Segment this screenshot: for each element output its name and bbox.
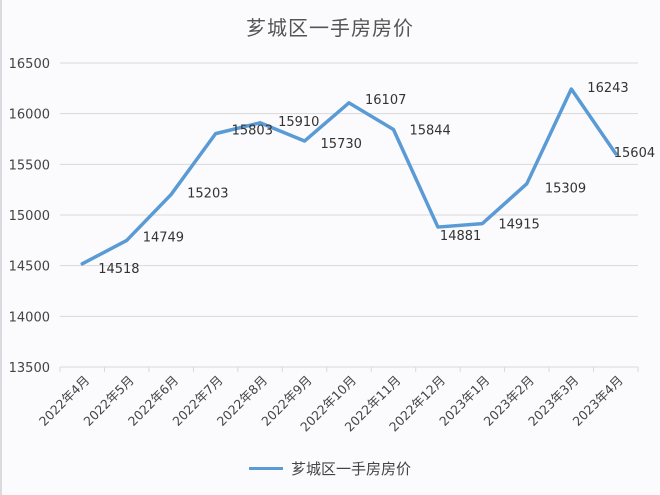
data-label: 15844 bbox=[409, 123, 450, 138]
data-label: 15203 bbox=[187, 186, 228, 201]
y-tick-label: 15000 bbox=[9, 209, 50, 224]
y-tick-label: 16500 bbox=[9, 57, 50, 72]
data-label: 15910 bbox=[278, 115, 319, 130]
legend[interactable]: 芗城区一手房房价 bbox=[0, 458, 660, 479]
y-tick-label: 15500 bbox=[9, 158, 50, 173]
y-tick-label: 14000 bbox=[9, 310, 50, 325]
frame-edge bbox=[0, 0, 2, 495]
data-label: 14881 bbox=[440, 229, 481, 244]
data-label: 15309 bbox=[545, 182, 586, 197]
y-tick-label: 14500 bbox=[9, 260, 50, 275]
legend-label: 芗城区一手房房价 bbox=[290, 460, 411, 478]
y-tick-label: 13500 bbox=[9, 361, 50, 376]
y-tick-label: 16000 bbox=[9, 108, 50, 123]
data-label: 15730 bbox=[321, 137, 362, 152]
data-label: 16107 bbox=[365, 93, 406, 108]
chart-title: 芗城区一手房房价 bbox=[246, 16, 414, 40]
data-label: 14518 bbox=[98, 262, 139, 277]
data-label: 14915 bbox=[498, 218, 539, 233]
data-label: 14749 bbox=[143, 230, 184, 245]
legend-line-icon bbox=[248, 467, 283, 470]
data-label: 16243 bbox=[587, 81, 628, 96]
data-label: 15803 bbox=[232, 124, 273, 139]
series-line[interactable] bbox=[80, 87, 618, 266]
data-label: 15604 bbox=[614, 146, 655, 161]
